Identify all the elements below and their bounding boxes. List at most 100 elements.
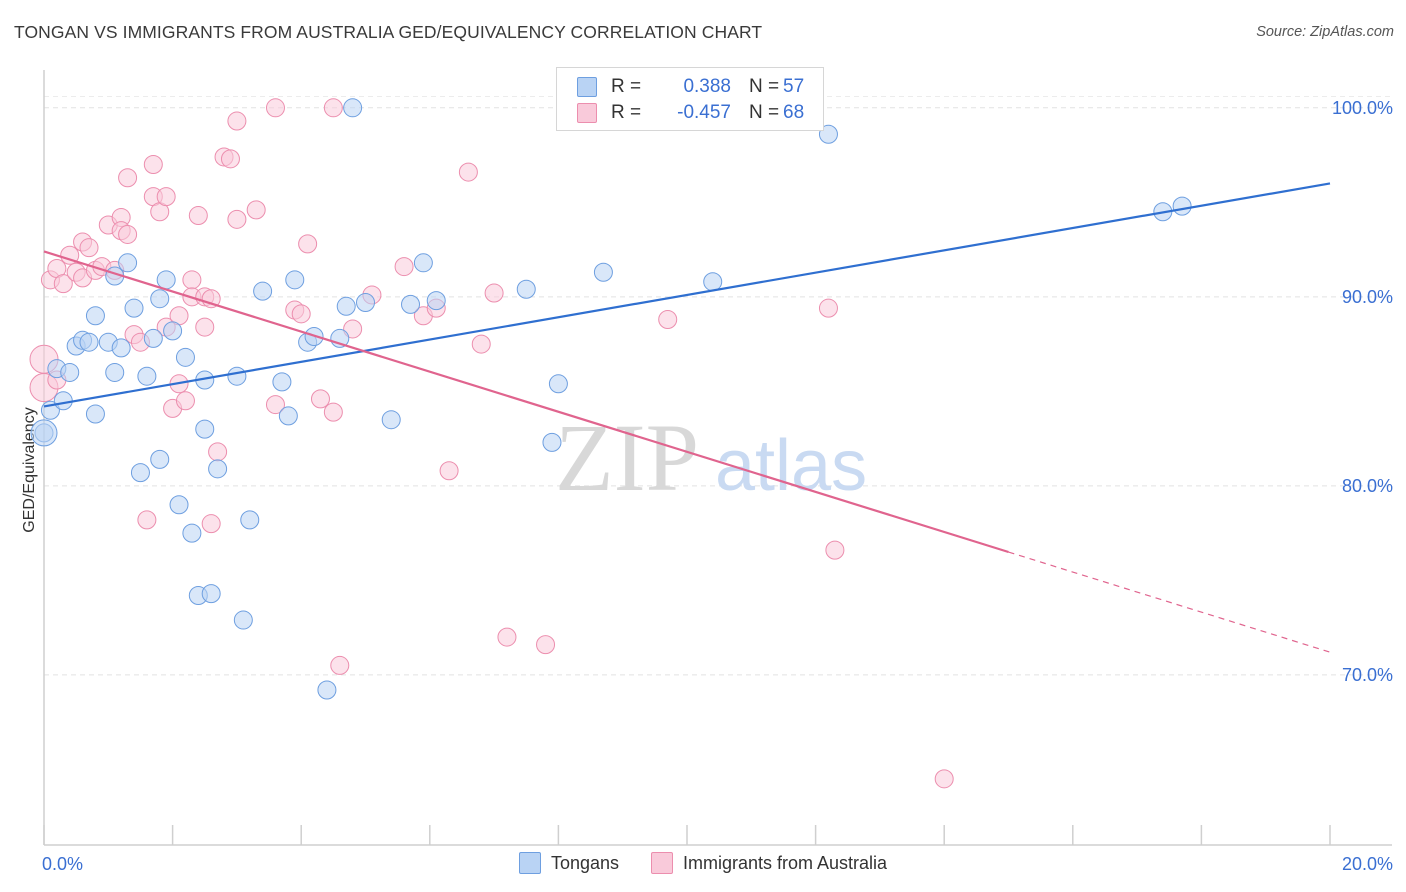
point-immigrants <box>310 389 330 409</box>
trend-lines <box>43 182 1331 653</box>
y-tick-label: 90.0% <box>1342 287 1393 307</box>
x-tick-label: 20.0% <box>1342 854 1393 874</box>
legend-swatch-tongans <box>518 852 541 874</box>
point-immigrants <box>298 234 318 254</box>
point-immigrants <box>227 209 247 229</box>
point-tongans <box>124 298 144 318</box>
point-tongans <box>195 419 215 439</box>
point-immigrants <box>143 155 163 175</box>
point-tongans <box>336 296 356 316</box>
point-tongans <box>105 362 125 382</box>
point-tongans <box>30 419 58 447</box>
series-tongans-points <box>30 98 1192 700</box>
legend-row-tongans: R = 0.388 N = 57 <box>577 74 804 100</box>
point-tongans <box>111 338 131 358</box>
trend-line-immigrants <box>43 250 1009 554</box>
point-tongans <box>593 262 613 282</box>
legend-n-label: N = <box>749 102 780 123</box>
point-tongans <box>542 432 562 452</box>
legend-item-immigrants[interactable]: Immigrants from Australia <box>651 852 887 874</box>
point-immigrants <box>291 304 311 324</box>
point-tongans <box>79 332 99 352</box>
series-legend: Tongans Immigrants from Australia <box>0 852 1406 874</box>
point-immigrants <box>323 402 343 422</box>
point-immigrants <box>458 162 478 182</box>
point-tongans <box>227 366 247 386</box>
point-tongans <box>201 584 221 604</box>
point-tongans <box>156 270 176 290</box>
point-tongans <box>53 391 73 411</box>
point-immigrants <box>182 270 202 290</box>
point-tongans <box>150 289 170 309</box>
legend-r-label: R = <box>611 102 642 123</box>
point-tongans <box>703 272 723 292</box>
legend-label-immigrants: Immigrants from Australia <box>683 852 888 873</box>
point-immigrants <box>323 98 343 118</box>
point-tongans <box>150 449 170 469</box>
point-tongans <box>163 321 183 341</box>
point-immigrants <box>439 461 459 481</box>
y-tick-label: 70.0% <box>1342 665 1393 685</box>
point-immigrants <box>53 274 73 294</box>
point-immigrants <box>394 257 414 277</box>
point-immigrants <box>246 200 266 220</box>
point-tongans <box>356 293 375 312</box>
trend-line-immigrants-extension <box>1008 551 1331 653</box>
legend-label-tongans: Tongans <box>550 852 619 873</box>
y-tick-label: 80.0% <box>1342 476 1393 496</box>
tick-labels: 70.0% 80.0% 90.0% 100.0% 0.0% 20.0% <box>42 98 1393 874</box>
chart-title: TONGAN VS IMMIGRANTS FROM AUSTRALIA GED/… <box>14 22 763 42</box>
point-tongans <box>60 362 80 382</box>
point-tongans <box>426 291 446 311</box>
point-immigrants <box>156 187 176 207</box>
point-tongans <box>130 463 150 483</box>
point-tongans <box>381 410 401 430</box>
point-tongans <box>118 253 138 273</box>
point-immigrants <box>201 514 221 534</box>
point-immigrants <box>208 442 228 462</box>
point-tongans <box>548 374 568 394</box>
point-immigrants <box>484 283 504 303</box>
legend-row-immigrants: R = -0.457 N = 68 <box>577 100 804 126</box>
trend-line-tongans <box>43 182 1331 408</box>
point-immigrants <box>536 635 556 655</box>
point-immigrants <box>818 298 838 318</box>
watermark-zip: ZIP <box>555 404 699 511</box>
series-immigrants-points <box>29 98 954 789</box>
point-immigrants <box>343 319 363 339</box>
axes <box>43 70 1392 846</box>
point-immigrants <box>220 149 240 169</box>
correlation-legend: R = 0.388 N = 57 R = -0.457 N = 68 <box>556 67 824 131</box>
point-tongans <box>285 270 305 290</box>
point-immigrants <box>175 391 195 411</box>
point-tongans <box>137 366 157 386</box>
point-tongans <box>169 495 189 515</box>
point-tongans <box>143 328 163 348</box>
legend-n-value: 57 <box>783 76 805 97</box>
point-tongans <box>175 347 195 367</box>
point-immigrants <box>497 627 517 647</box>
point-immigrants <box>825 540 845 560</box>
legend-swatch-tongans <box>577 77 597 97</box>
point-immigrants <box>471 334 491 354</box>
legend-r-value: 0.388 <box>683 76 731 97</box>
point-tongans <box>182 523 202 543</box>
legend-swatch-immigrants <box>577 103 597 123</box>
point-tongans <box>317 680 337 700</box>
y-tick-label: 100.0% <box>1332 98 1393 118</box>
legend-item-tongans[interactable]: Tongans <box>518 852 619 874</box>
legend-n-value: 68 <box>783 102 805 123</box>
point-immigrants <box>227 111 247 131</box>
point-tongans <box>413 253 433 273</box>
point-tongans <box>401 294 421 314</box>
point-tongans <box>208 459 228 479</box>
point-tongans <box>85 404 105 424</box>
point-tongans <box>272 372 292 392</box>
watermark: ZIP atlas <box>555 404 867 511</box>
point-immigrants <box>265 98 285 118</box>
point-tongans <box>1172 196 1192 216</box>
point-immigrants <box>265 395 285 415</box>
legend-swatch-immigrants <box>651 852 673 874</box>
legend-r-value: -0.457 <box>677 102 731 123</box>
